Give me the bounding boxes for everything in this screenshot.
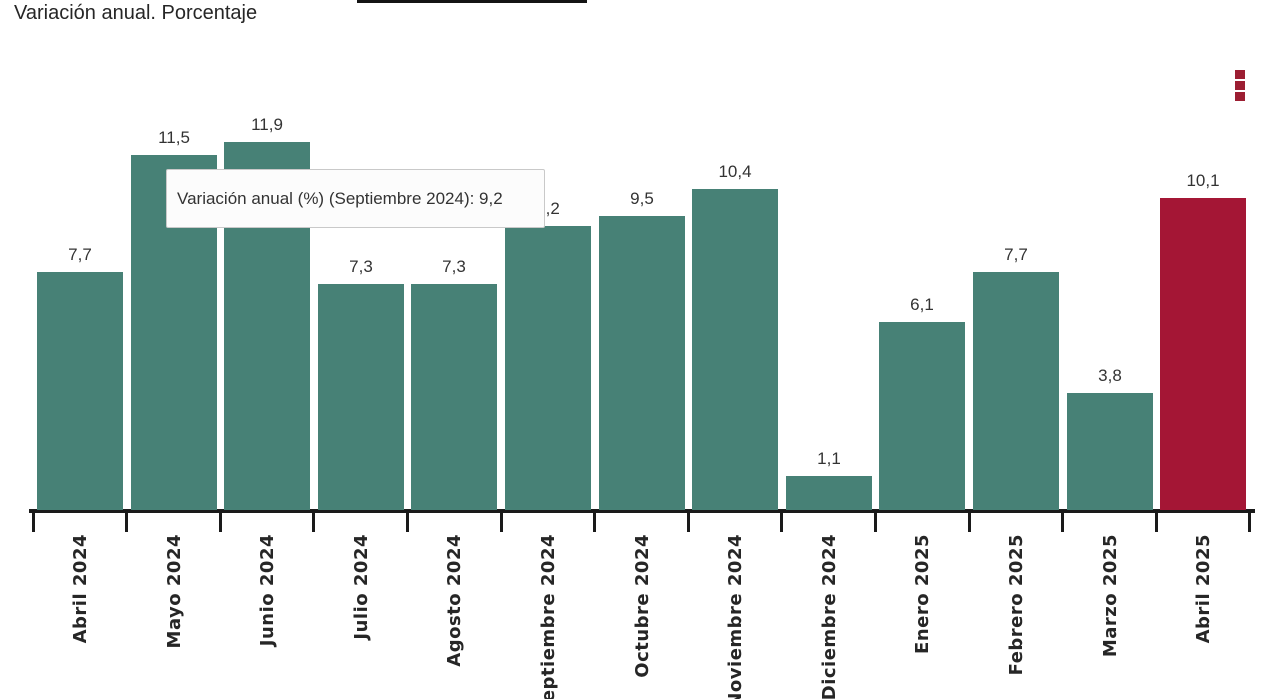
bar-value-label: 7,7: [68, 245, 92, 264]
bar-value-label: 9,5: [630, 189, 654, 208]
bar-value-label: 7,7: [1004, 245, 1028, 264]
x-axis-tick: [780, 512, 783, 532]
x-axis-tick: [125, 512, 128, 532]
bar-diciembre-2024[interactable]: [786, 476, 872, 510]
x-axis-label: Diciembre 2024: [818, 534, 840, 699]
x-axis-label-cell: Marzo 2025: [1063, 534, 1157, 699]
bar-julio-2024[interactable]: [318, 284, 404, 510]
x-axis-tick: [968, 512, 971, 532]
bar-value-label: 7,3: [349, 257, 373, 276]
x-axis-tick: [32, 512, 35, 532]
bar-noviembre-2024[interactable]: [692, 189, 778, 510]
bar-value-label: 10,4: [718, 162, 752, 181]
x-axis-label: Julio 2024: [350, 534, 372, 640]
x-axis-label-cell: Agosto 2024: [407, 534, 501, 699]
bar-marzo-2025[interactable]: [1067, 393, 1153, 510]
bar-value-label: 11,9: [251, 115, 283, 134]
kebab-menu-icon: [1235, 70, 1245, 101]
x-axis-label: Septiembre 2024: [537, 534, 559, 699]
x-axis-tick: [219, 512, 222, 532]
x-axis-line: [29, 509, 1255, 513]
bar-abril-2025[interactable]: [1160, 198, 1246, 510]
x-axis-label-cell: Abril 2025: [1156, 534, 1250, 699]
bar-enero-2025[interactable]: [879, 322, 965, 510]
x-axis-label: Agosto 2024: [443, 534, 465, 667]
bar-value-label: 10,1: [1186, 171, 1220, 190]
x-axis-tick: [1061, 512, 1064, 532]
chart-subtitle: Variación anual. Porcentaje: [14, 2, 258, 24]
cropped-title-remnant: [357, 0, 587, 3]
x-axis-label: Febrero 2025: [1005, 534, 1027, 676]
x-axis-label: Marzo 2025: [1099, 534, 1121, 658]
bar-value-label: 11,5: [158, 128, 190, 147]
x-axis-tick: [1155, 512, 1158, 532]
chart-context-menu-button[interactable]: [1235, 70, 1245, 101]
x-axis-tick: [1248, 512, 1251, 532]
x-axis-label: Junio 2024: [256, 534, 278, 647]
bar-febrero-2025[interactable]: [973, 272, 1059, 510]
x-axis-tick: [312, 512, 315, 532]
kebab-dot: [1235, 70, 1245, 79]
x-axis-tick: [874, 512, 877, 532]
x-axis-label-cell: Julio 2024: [314, 534, 408, 699]
x-axis-tick: [593, 512, 596, 532]
x-axis-label-cell: Septiembre 2024: [501, 534, 595, 699]
bar-value-label: 1,1: [817, 449, 841, 468]
x-axis-label-cell: Febrero 2025: [969, 534, 1063, 699]
tooltip-text: Variación anual (%) (Septiembre 2024): 9…: [177, 188, 503, 208]
x-axis-label: Enero 2025: [911, 534, 933, 654]
x-axis-label: Abril 2025: [1192, 534, 1214, 644]
x-axis-tick: [687, 512, 690, 532]
x-axis-label-cell: Diciembre 2024: [782, 534, 876, 699]
x-axis-label-cell: Enero 2025: [875, 534, 969, 699]
tooltip: Variación anual (%) (Septiembre 2024): 9…: [166, 169, 545, 228]
bar-octubre-2024[interactable]: [599, 216, 685, 510]
bar-septiembre-2024[interactable]: [505, 226, 591, 510]
x-axis-label-cell: Junio 2024: [220, 534, 314, 699]
bar-value-label: 6,1: [910, 295, 934, 314]
bar-value-label: 3,8: [1098, 366, 1122, 385]
x-axis-label-cell: Abril 2024: [33, 534, 127, 699]
x-axis-label-cell: Noviembre 2024: [688, 534, 782, 699]
x-axis-label: Noviembre 2024: [724, 534, 746, 699]
x-axis-label-cell: Octubre 2024: [595, 534, 689, 699]
x-axis-label: Abril 2024: [69, 534, 91, 644]
bar-abril-2024[interactable]: [37, 272, 123, 510]
bar-agosto-2024[interactable]: [411, 284, 497, 510]
bar-value-label: 7,3: [442, 257, 466, 276]
x-axis-tick: [500, 512, 503, 532]
x-axis-label: Octubre 2024: [631, 534, 653, 678]
x-axis-label: Mayo 2024: [163, 534, 185, 649]
x-axis-label-cell: Mayo 2024: [127, 534, 221, 699]
x-axis-tick: [406, 512, 409, 532]
kebab-dot: [1235, 92, 1245, 101]
kebab-dot: [1235, 81, 1245, 90]
